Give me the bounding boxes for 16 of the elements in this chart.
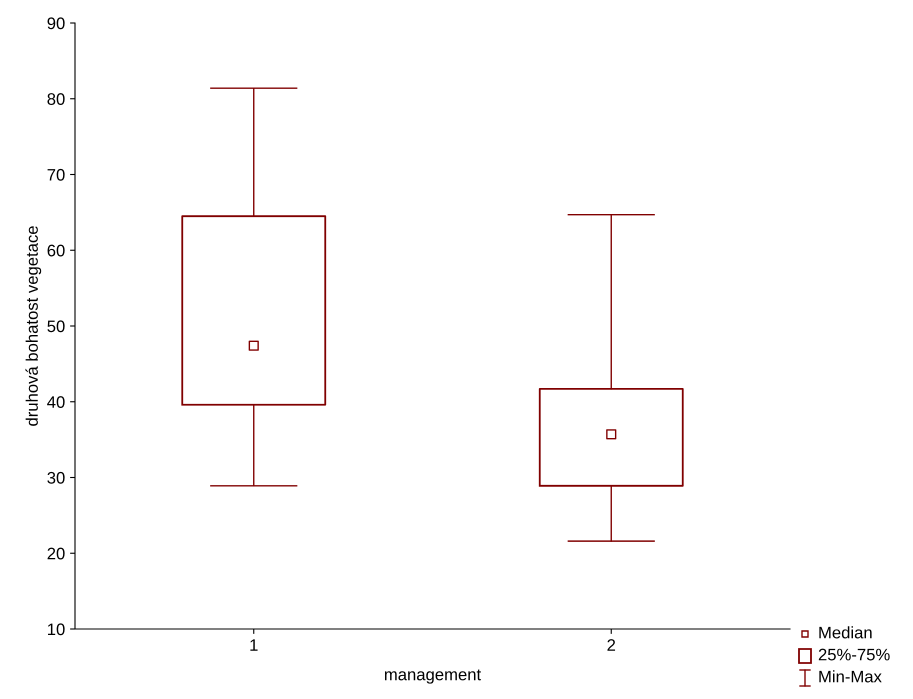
y-tick-label: 60 — [48, 244, 65, 256]
y-tick-label: 20 — [48, 548, 65, 560]
y-tick-label: 80 — [47, 93, 65, 105]
y-tick-label: 50 — [47, 320, 65, 332]
y-tick-label: 90 — [48, 17, 65, 30]
y-tick-label: 10 — [48, 623, 65, 636]
y-tick-label: 70 — [48, 168, 65, 181]
text: 25%-75% — [818, 648, 890, 660]
y-axis-title: druhová bohatost vegetace — [25, 226, 42, 426]
y-tick-label: 40 — [47, 396, 65, 408]
y-tick-label: 30 — [47, 472, 65, 484]
x-tick-label: 2 — [607, 639, 616, 651]
text: Min-Max — [819, 670, 882, 682]
x-axis-title: management — [384, 669, 482, 684]
x-tick-label: 1 — [250, 639, 258, 651]
text: Median — [819, 626, 872, 638]
